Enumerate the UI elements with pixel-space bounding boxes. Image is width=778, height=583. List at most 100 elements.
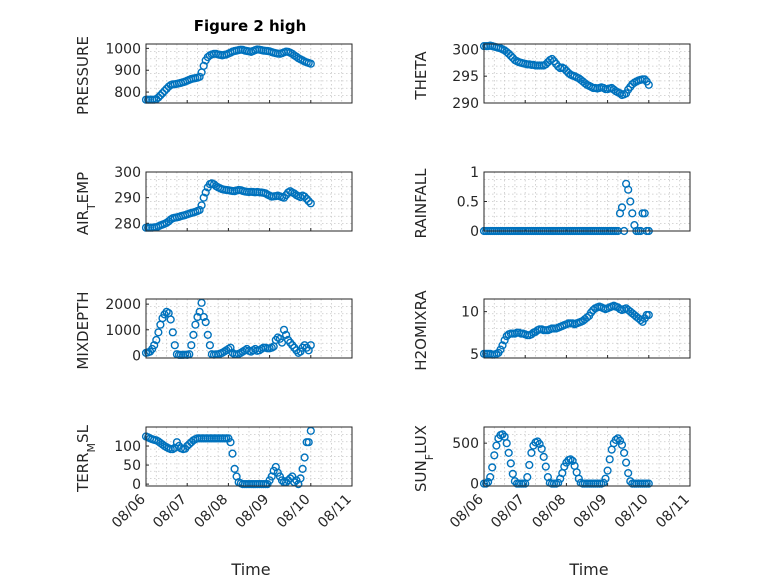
data-point (527, 448, 536, 458)
axes-frame (145, 43, 353, 104)
x-tick-label: 08/06 (447, 491, 487, 531)
data-point (547, 54, 557, 64)
x-tick-label: 08/06 (109, 491, 149, 531)
data-point (282, 330, 291, 340)
data-point (613, 434, 623, 443)
x-tick-label: 08/11 (315, 492, 355, 532)
x-tick-label: 08/07 (150, 492, 190, 532)
data-point (564, 68, 573, 78)
data-point (527, 330, 536, 339)
y-axis-label: H2OMIXRA (412, 290, 430, 371)
data-point (644, 80, 653, 89)
data-point (621, 458, 631, 467)
x-tick-label: 08/11 (653, 492, 693, 532)
data-point (150, 341, 159, 350)
data-point (203, 330, 212, 340)
data-point (568, 456, 577, 466)
axes-frame (483, 426, 691, 487)
data-point (156, 91, 165, 100)
data-point (296, 474, 305, 483)
series-points (141, 179, 315, 232)
data-point (158, 89, 167, 98)
data-point (560, 64, 569, 73)
series-points (479, 430, 653, 488)
axes-frame (483, 43, 691, 104)
data-point (605, 455, 614, 464)
y-tick-label: 1 (470, 165, 479, 181)
data-point (488, 463, 497, 472)
series-points (479, 41, 653, 100)
data-point (304, 197, 313, 206)
data-point (298, 464, 307, 474)
axes-frame (145, 171, 353, 232)
data-point (484, 477, 493, 487)
data-point (589, 305, 598, 315)
data-point (300, 192, 309, 201)
subplot-mixdepth: 0 1000 2000 MIXDEPTH (74, 291, 353, 370)
data-point (496, 345, 505, 354)
x-tick-label: 08/08 (191, 492, 231, 532)
data-point (228, 449, 237, 458)
y-tick-label: 290 (452, 96, 479, 112)
data-point (292, 52, 301, 61)
data-point (166, 315, 175, 324)
data-point (492, 441, 501, 450)
data-point (205, 341, 215, 350)
axes-frame (145, 426, 353, 487)
y-tick-label: 0 (132, 348, 141, 364)
data-point (624, 469, 633, 478)
y-axis-label: TERRMSL (74, 424, 98, 493)
series-points (479, 301, 653, 359)
figure-title: Figure 2 high (194, 17, 307, 35)
subplot-rainfall: 0 0.5 1 RAINFALL (412, 165, 691, 240)
y-tick-label: 290 (114, 191, 141, 207)
subplot-h2omixra: 5 10 H2OMIXRA (412, 290, 691, 371)
data-point (304, 438, 313, 447)
data-point (154, 93, 163, 102)
subplot-terr-msl: 0 50 100 TERRMSL 08/06 08/07 08/08 08/09 08/10 08… (74, 424, 355, 579)
data-point (619, 448, 629, 458)
data-point (502, 439, 511, 448)
y-tick-label: 5 (470, 347, 479, 363)
data-point (504, 448, 513, 458)
data-point (304, 346, 313, 355)
data-point (152, 335, 161, 345)
data-point (199, 193, 208, 202)
axes-frame (483, 171, 691, 232)
data-point (226, 343, 235, 352)
x-tick-label: 08/09 (233, 492, 273, 532)
x-tick-label: 08/09 (571, 492, 611, 532)
data-point (535, 439, 544, 449)
data-point (539, 452, 548, 462)
data-point (580, 79, 590, 88)
data-point (560, 462, 569, 471)
data-point (611, 435, 620, 445)
data-point (506, 459, 515, 468)
data-point (644, 310, 653, 320)
data-point (498, 341, 507, 350)
y-axis-label: AIRTEMP (74, 172, 98, 235)
data-point (191, 320, 200, 329)
data-point (189, 330, 198, 340)
data-point (201, 188, 210, 197)
data-point (201, 318, 210, 327)
data-point (226, 438, 235, 447)
data-point (617, 203, 627, 212)
data-point (300, 453, 309, 462)
data-point (506, 51, 515, 60)
y-tick-label: 1000 (105, 41, 141, 57)
data-point (617, 440, 627, 449)
data-point (306, 59, 315, 68)
y-tick-label: 300 (114, 165, 141, 181)
data-point (197, 201, 206, 210)
data-point (636, 316, 645, 325)
data-point (644, 479, 653, 488)
y-tick-label: 280 (114, 216, 141, 232)
data-point (306, 341, 315, 350)
x-axis-label: Time (568, 560, 608, 579)
data-point (279, 325, 289, 334)
data-point (523, 473, 532, 482)
data-point (482, 479, 491, 488)
